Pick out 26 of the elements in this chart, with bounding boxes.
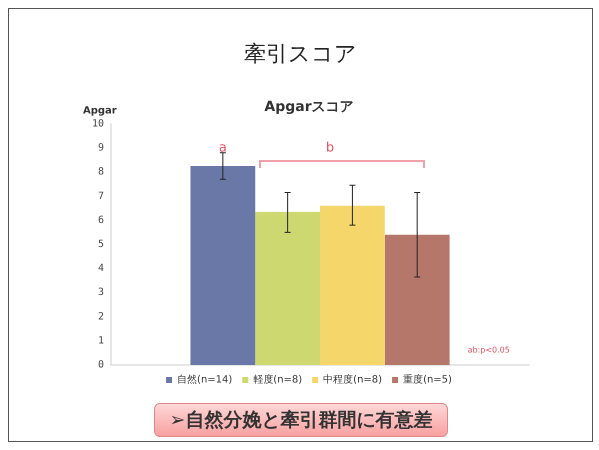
legend-label: 軽度(n=8) bbox=[253, 374, 302, 386]
y-tick-label: 1 bbox=[98, 335, 104, 346]
chart-subtitle: Apgarスコア bbox=[264, 99, 354, 116]
y-tick-label: 6 bbox=[98, 214, 104, 226]
legend-label: 重度(n=5) bbox=[403, 374, 452, 386]
annotation: b bbox=[326, 140, 334, 156]
y-tick-label: 2 bbox=[98, 311, 104, 322]
y-tick-label: 9 bbox=[98, 142, 104, 154]
y-tick-label: 0 bbox=[98, 360, 104, 371]
legend-label: 自然(n=14) bbox=[177, 374, 232, 386]
y-tick-label: 5 bbox=[98, 238, 104, 250]
y-axis-title: Apgar bbox=[83, 105, 117, 116]
chart-title: 牽引スコア bbox=[243, 41, 358, 69]
y-tick-label: 3 bbox=[98, 287, 104, 298]
bar bbox=[190, 166, 256, 365]
bar bbox=[320, 206, 385, 365]
legend-label: 中程度(n=8) bbox=[323, 374, 382, 386]
text: ➢自然分娩と牽引群間に有意差 bbox=[154, 403, 448, 437]
bar bbox=[384, 234, 450, 365]
annotation: a bbox=[218, 140, 227, 156]
bar bbox=[255, 212, 320, 365]
y-tick-label: 7 bbox=[98, 190, 104, 202]
annotation: ab:p<0.05 bbox=[468, 346, 510, 355]
y-tick-label: 4 bbox=[98, 263, 104, 274]
y-tick-label: 8 bbox=[98, 166, 104, 178]
y-tick-label: 10 bbox=[92, 118, 104, 130]
